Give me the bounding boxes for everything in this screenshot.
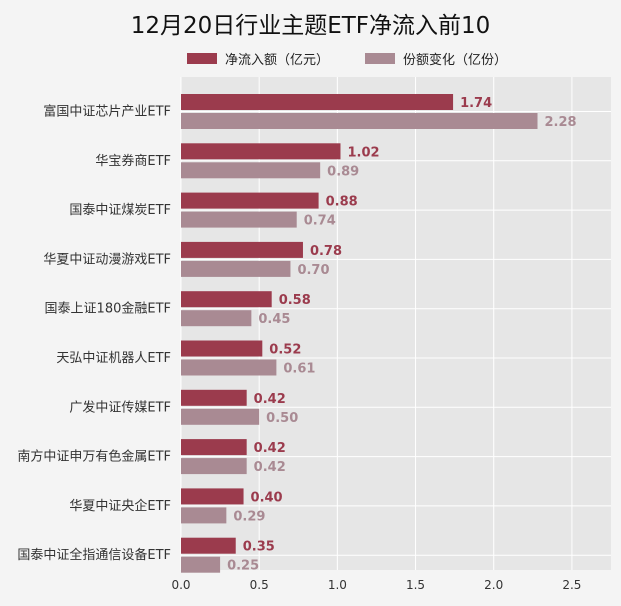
value-label-s0-4: 0.58 <box>279 293 311 308</box>
value-label-s1-7: 0.42 <box>254 460 286 475</box>
category-label-6: 广发中证传媒ETF <box>69 399 171 415</box>
value-label-s1-2: 0.74 <box>304 214 336 229</box>
bar-s1-2 <box>181 212 297 228</box>
value-label-s1-0: 2.28 <box>545 115 577 130</box>
value-label-s1-4: 0.45 <box>258 312 290 327</box>
bar-s1-1 <box>181 162 320 178</box>
category-label-2: 国泰中证煤炭ETF <box>69 203 171 218</box>
bar-s1-6 <box>181 409 259 425</box>
value-label-s0-9: 0.35 <box>243 540 275 555</box>
x-tick-label-2: 1.0 <box>328 578 347 592</box>
value-label-s1-8: 0.29 <box>233 509 265 524</box>
x-tick-label-4: 2.0 <box>484 578 503 592</box>
category-label-0: 富国中证芯片产业ETF <box>43 104 171 120</box>
value-label-s0-8: 0.40 <box>251 490 283 505</box>
bar-s1-0 <box>181 113 538 129</box>
bar-s0-2 <box>181 193 319 209</box>
value-label-s1-5: 0.61 <box>283 362 315 377</box>
value-label-s0-3: 0.78 <box>310 244 342 259</box>
value-label-s1-3: 0.70 <box>297 263 329 278</box>
bar-s1-7 <box>181 458 247 474</box>
value-label-s0-5: 0.52 <box>269 343 301 358</box>
x-tick-label-0: 0.0 <box>171 578 190 592</box>
bar-s1-3 <box>181 261 290 277</box>
bar-s1-4 <box>181 310 251 326</box>
bar-s0-4 <box>181 291 272 307</box>
bar-s1-8 <box>181 507 226 523</box>
bar-s0-6 <box>181 390 247 406</box>
category-label-5: 天弘中证机器人ETF <box>56 351 171 366</box>
bar-s1-9 <box>181 557 220 573</box>
value-label-s0-6: 0.42 <box>254 392 286 407</box>
value-label-s0-2: 0.88 <box>326 195 358 210</box>
bar-s1-5 <box>181 360 276 376</box>
bar-s0-0 <box>181 94 453 110</box>
category-label-4: 国泰上证180金融ETF <box>45 301 171 317</box>
category-label-8: 华夏中证央企ETF <box>69 498 171 514</box>
value-label-s0-0: 1.74 <box>460 96 492 111</box>
category-label-1: 华宝券商ETF <box>95 153 171 169</box>
value-label-s1-1: 0.89 <box>327 164 359 179</box>
category-label-9: 国泰中证全指通信设备ETF <box>17 547 171 563</box>
category-label-7: 南方中证申万有色金属ETF <box>17 449 171 465</box>
value-label-s0-7: 0.42 <box>254 441 286 456</box>
bar-s0-3 <box>181 242 303 258</box>
x-tick-label-1: 0.5 <box>250 578 269 592</box>
bar-s0-9 <box>181 538 236 554</box>
bar-s0-5 <box>181 341 262 357</box>
category-label-3: 华夏中证动漫游戏ETF <box>43 252 171 267</box>
bar-s0-8 <box>181 488 244 504</box>
bar-s0-7 <box>181 439 247 455</box>
value-label-s1-6: 0.50 <box>266 411 298 426</box>
bar-s0-1 <box>181 143 340 159</box>
x-tick-label-3: 1.5 <box>406 578 425 592</box>
value-label-s0-1: 1.02 <box>347 145 379 160</box>
x-tick-label-5: 2.5 <box>562 578 581 592</box>
value-label-s1-9: 0.25 <box>227 559 259 574</box>
